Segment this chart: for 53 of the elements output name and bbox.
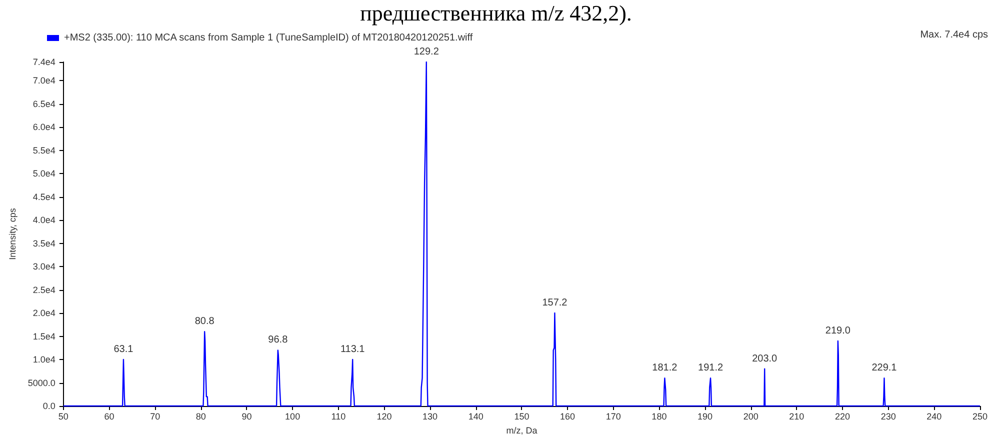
annotation: 229.1 xyxy=(872,362,898,374)
annotation: 113.1 xyxy=(340,344,366,356)
x-tick-label: 50 xyxy=(58,412,68,422)
y-tick-label: 7.0e4 xyxy=(32,76,56,86)
x-tick-label: 90 xyxy=(242,412,252,422)
annotation: 191.2 xyxy=(698,362,724,374)
x-tick-label: 60 xyxy=(104,412,114,422)
x-tick-label: 70 xyxy=(150,412,160,422)
x-tick-label: 150 xyxy=(514,412,530,422)
y-tick-label: 6.5e4 xyxy=(32,98,56,109)
annotation: 181.2 xyxy=(652,362,678,374)
x-tick-label: 210 xyxy=(789,412,804,422)
x-tick-label: 80 xyxy=(196,412,206,422)
y-tick-label: 5.5e4 xyxy=(32,145,56,156)
y-tick-label: 7.4e4 xyxy=(32,57,56,67)
y-tick-label: 1.5e4 xyxy=(32,331,56,342)
text: Max. 7.4e4 cps xyxy=(920,30,988,40)
y-tick-label: 6.0e4 xyxy=(32,122,56,132)
y-tick-label: 2.0e4 xyxy=(32,308,56,318)
y-tick-label: 4.5e4 xyxy=(32,192,56,202)
text: предшественника m/z 432,2). xyxy=(360,0,632,26)
y-tick-label: 3.5e4 xyxy=(32,238,56,248)
annotation: 157.2 xyxy=(542,298,568,309)
y-tick-label: 5000.0 xyxy=(28,378,56,388)
x-tick-label: 230 xyxy=(880,412,896,422)
y-tick-label: 2.5e4 xyxy=(32,284,56,295)
annotation: 219.0 xyxy=(825,325,851,336)
x-tick-label: 240 xyxy=(926,412,942,422)
x-tick-label: 160 xyxy=(560,412,576,422)
x-tick-label: 100 xyxy=(285,412,300,422)
x-tick-label: 110 xyxy=(331,412,346,422)
y-tick-label: 4.0e4 xyxy=(32,215,56,226)
y-tick-label: 5.0e4 xyxy=(32,168,56,179)
x-tick-label: 120 xyxy=(376,412,392,422)
x-tick-label: 180 xyxy=(652,412,667,422)
annotation: 63.1 xyxy=(114,344,134,356)
y-axis-title: Intensity, cps xyxy=(8,208,18,260)
x-tick-label: 220 xyxy=(835,412,850,422)
annotation: 203.0 xyxy=(752,353,778,364)
x-tick-label: 190 xyxy=(698,412,713,422)
x-tick-label: 200 xyxy=(743,412,758,422)
y-tick-label: 1.0e4 xyxy=(32,354,56,365)
x-tick-label: 170 xyxy=(606,412,621,422)
y-tick-label: 0.0 xyxy=(42,401,56,411)
x-axis-title: m/z, Da xyxy=(506,426,538,436)
y-tick-label: 3.0e4 xyxy=(32,262,56,272)
annotation: 96.8 xyxy=(268,334,288,346)
legend-label: +MS2 (335.00): 110 MCA scans from Sample 1 (TuneSampleID) of MT20180420120251.wiff xyxy=(64,32,473,44)
x-tick-label: 250 xyxy=(972,412,988,422)
annotation: 129.2 xyxy=(414,46,440,58)
x-tick-label: 140 xyxy=(468,412,484,422)
annotation: 80.8 xyxy=(194,316,215,328)
x-tick-label: 130 xyxy=(422,412,438,422)
